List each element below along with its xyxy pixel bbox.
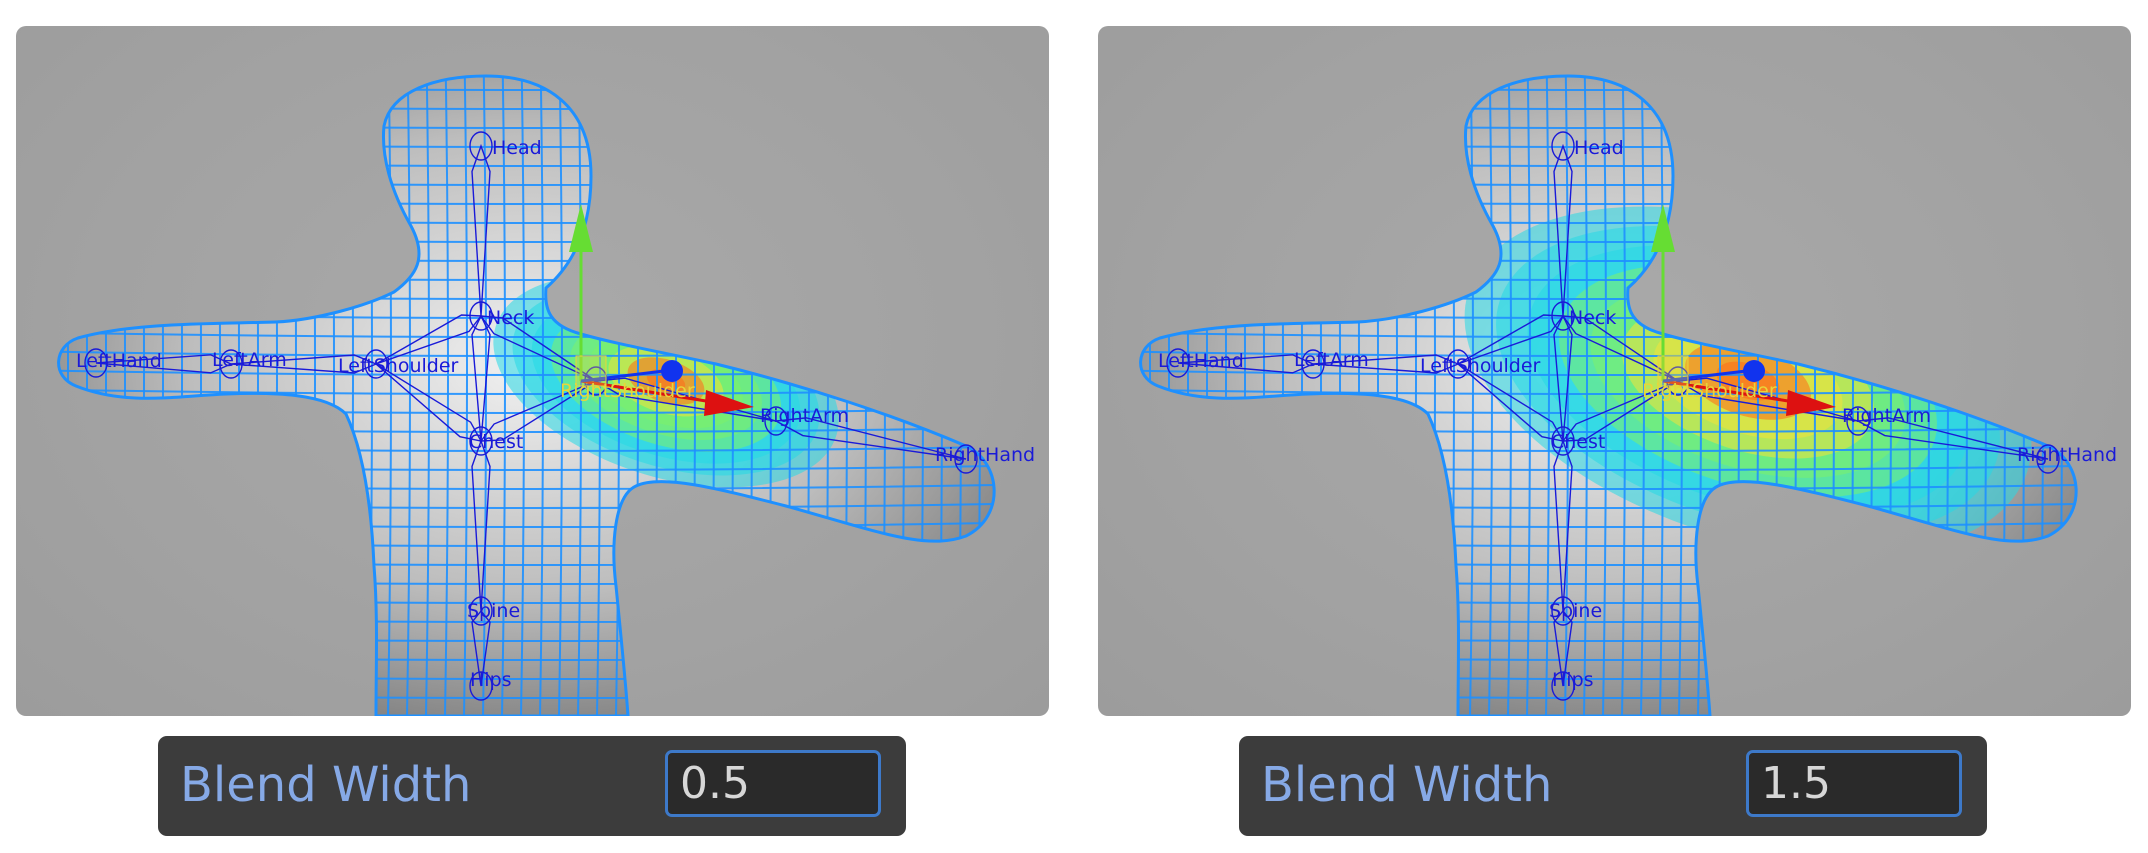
viewport-left[interactable]: Head Neck LeftHand LeftArm LeftShoulder Right… (16, 26, 1049, 716)
gizmo-z-axis[interactable] (580, 369, 665, 383)
bone-label-left-shoulder[interactable]: LeftShoulder (338, 355, 459, 377)
joint-marker[interactable] (469, 426, 493, 456)
joint-marker[interactable] (954, 444, 978, 474)
joint-marker[interactable] (1551, 671, 1575, 701)
transform-gizmo[interactable] (569, 204, 754, 416)
mesh-outline (1139, 74, 2078, 716)
bone-label-right-shoulder[interactable]: RightShoulder (560, 380, 695, 402)
blend-width-panel-right: Blend Width 1.5 (1239, 736, 1987, 836)
bone-label-hips[interactable]: Hips (1552, 669, 1594, 691)
blend-width-panel-left: Blend Width 0.5 (158, 736, 906, 836)
bone-label-hips[interactable]: Hips (470, 669, 512, 691)
viewport-right[interactable]: Head Neck LeftHand LeftArm LeftShoulder Right… (1098, 26, 2131, 716)
gizmo-z-handle-icon[interactable] (661, 360, 683, 382)
skeleton (1166, 131, 2060, 701)
bone-label-left-hand[interactable]: LeftHand (76, 350, 162, 372)
bone-label-chest[interactable]: Chest (1551, 431, 1605, 453)
gizmo-plane-handle[interactable] (1657, 355, 1689, 387)
bone-label-right-hand[interactable]: RightHand (935, 444, 1035, 466)
bone-label-left-shoulder[interactable]: LeftShoulder (1420, 355, 1541, 377)
joint-marker[interactable] (764, 406, 788, 436)
joint-marker[interactable] (469, 596, 493, 626)
gizmo-x-axis[interactable] (580, 379, 707, 403)
bone-label-right-arm[interactable]: RightArm (1842, 405, 1931, 427)
joint-marker[interactable] (1846, 406, 1870, 436)
bone-label-left-arm[interactable]: LeftArm (212, 349, 287, 371)
gizmo-z-handle-icon[interactable] (1743, 360, 1765, 382)
blend-width-label: Blend Width (1261, 757, 1553, 813)
joint-marker[interactable] (2036, 444, 2060, 474)
joint-marker[interactable] (1301, 349, 1325, 379)
bone-label-left-hand[interactable]: LeftHand (1158, 350, 1244, 372)
blend-width-label: Blend Width (180, 757, 472, 813)
joint-marker[interactable] (1166, 348, 1190, 378)
joint-marker[interactable] (469, 671, 493, 701)
joint-marker[interactable] (1551, 301, 1575, 331)
gizmo-y-arrow-icon[interactable] (569, 204, 593, 252)
scene-svg: Head Neck LeftHand LeftArm LeftShoulder Right… (57, 74, 1035, 716)
joint-marker[interactable] (1551, 596, 1575, 626)
skeleton (84, 131, 978, 701)
bone-label-right-arm[interactable]: RightArm (760, 405, 849, 427)
joint-marker[interactable] (1446, 349, 1470, 379)
bone-label-right-shoulder[interactable]: RightShoulder (1642, 380, 1777, 402)
mesh-outline (57, 74, 996, 716)
joint-marker[interactable] (219, 349, 243, 379)
gizmo-y-arrow-icon[interactable] (1651, 204, 1675, 252)
gizmo-z-axis[interactable] (1662, 369, 1747, 383)
transform-gizmo[interactable] (1651, 204, 1836, 416)
joint-marker[interactable] (364, 349, 388, 379)
gizmo-plane-handle[interactable] (575, 355, 607, 387)
gizmo-x-arrow-icon[interactable] (704, 390, 754, 416)
bone-label-neck[interactable]: Neck (1569, 307, 1616, 329)
bone-label-head[interactable]: Head (492, 137, 542, 159)
bone-label-head[interactable]: Head (1574, 137, 1624, 159)
joint-marker[interactable] (1551, 426, 1575, 456)
bone-label-chest[interactable]: Chest (469, 431, 523, 453)
joint-marker[interactable] (84, 348, 108, 378)
gizmo-x-arrow-icon[interactable] (1786, 390, 1836, 416)
joint-marker[interactable] (469, 301, 493, 331)
scene-svg: Head Neck LeftHand LeftArm LeftShoulder Right… (1139, 74, 2117, 716)
joint-marker[interactable] (469, 131, 493, 161)
bone-label-left-arm[interactable]: LeftArm (1294, 349, 1369, 371)
joint-marker[interactable] (1551, 131, 1575, 161)
gizmo-x-axis[interactable] (1662, 379, 1789, 403)
blend-width-field[interactable]: 1.5 (1746, 750, 1962, 817)
bone-label-right-hand[interactable]: RightHand (2017, 444, 2117, 466)
bone-label-spine[interactable]: Spine (467, 600, 520, 622)
bone-label-neck[interactable]: Neck (487, 307, 534, 329)
blend-width-field[interactable]: 0.5 (665, 750, 881, 817)
bone-label-spine[interactable]: Spine (1549, 600, 1602, 622)
